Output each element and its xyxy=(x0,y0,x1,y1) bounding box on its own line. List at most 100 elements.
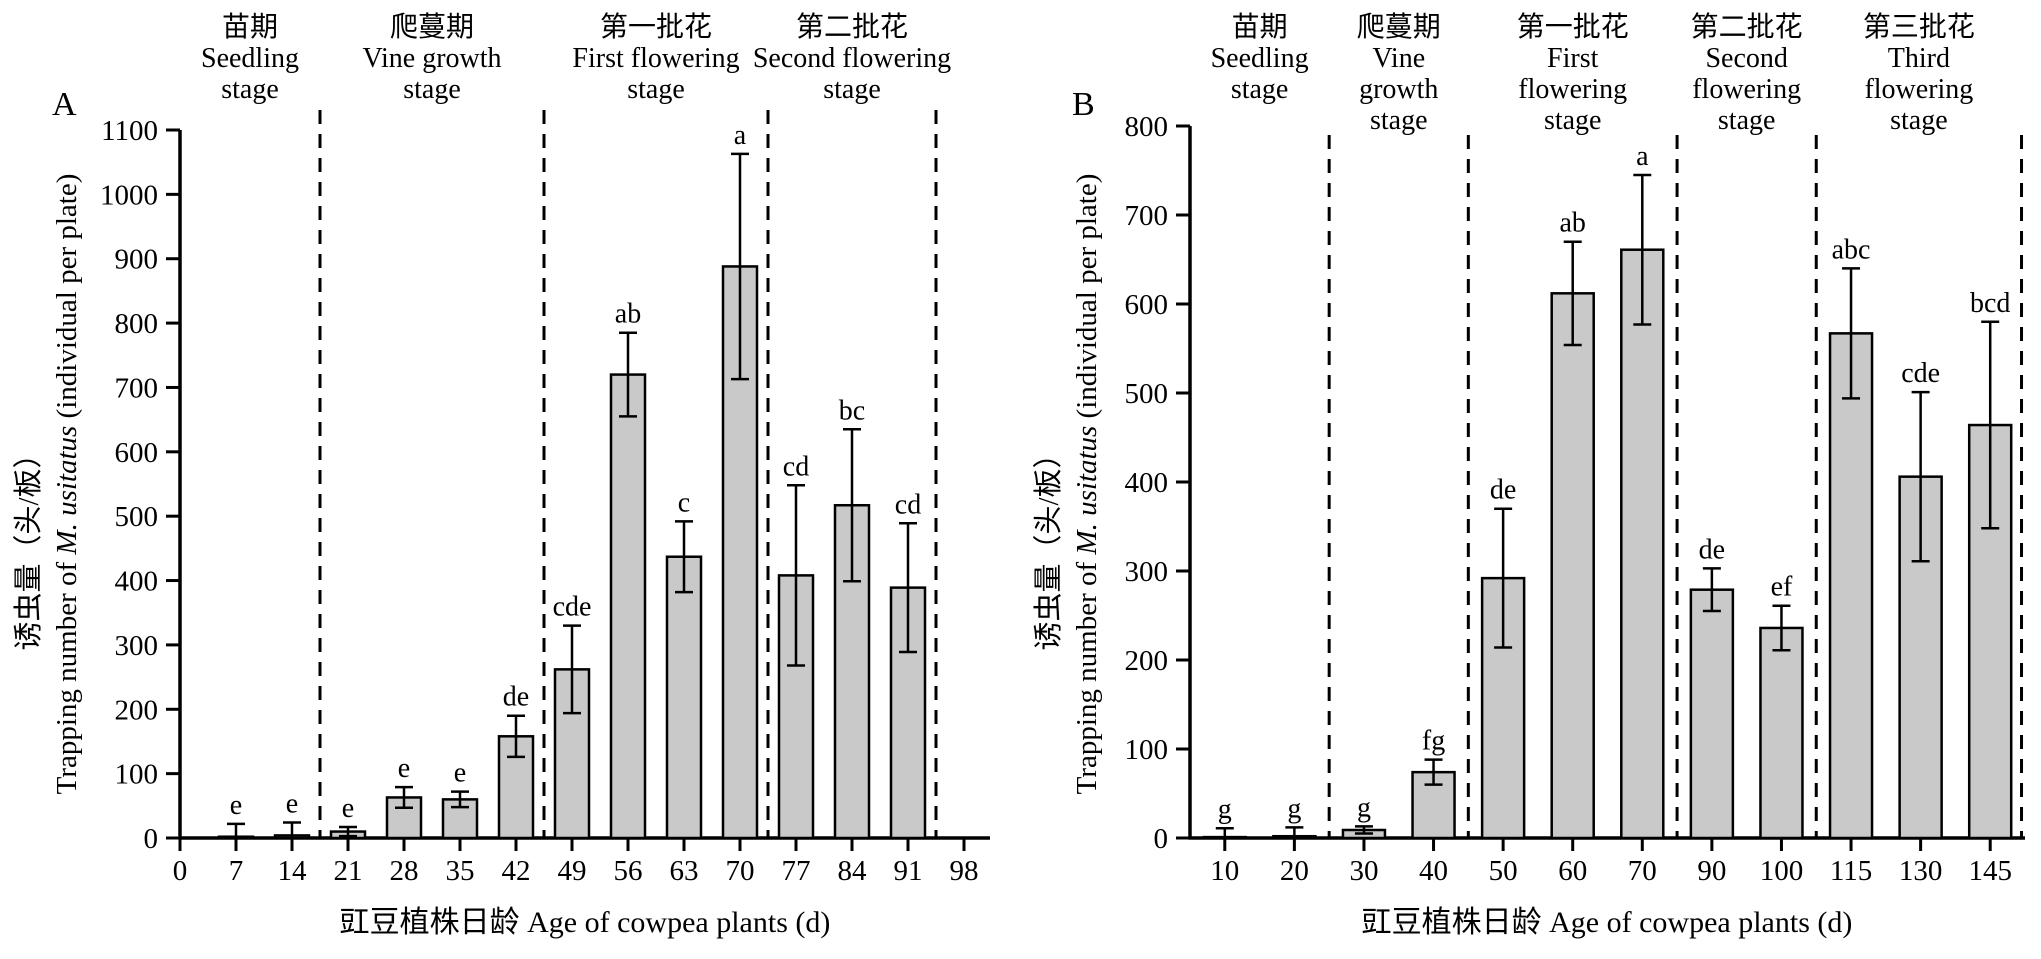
significance-letter: abc xyxy=(1832,234,1871,265)
stage-label-en-line: Second xyxy=(1705,43,1787,74)
significance-letter: cde xyxy=(1901,358,1940,389)
bar xyxy=(1411,770,1456,840)
x-tick-label: 50 xyxy=(1489,855,1518,887)
y-tick-label: 100 xyxy=(115,759,159,791)
y-tick-label: 500 xyxy=(115,501,159,533)
stage-label-cn: 第二批花 xyxy=(796,11,908,43)
significance-letter: c xyxy=(678,487,690,518)
y-tick-label: 400 xyxy=(1125,467,1169,499)
significance-letter: cde xyxy=(553,592,592,623)
significance-letter: bc xyxy=(839,395,865,426)
y-tick-label: 1100 xyxy=(101,115,158,147)
y-axis-title-cn: 诱虫量（头/板） xyxy=(1032,439,1065,650)
bar xyxy=(1550,292,1595,840)
significance-letter: e xyxy=(342,793,354,824)
x-tick-label: 145 xyxy=(1968,855,2012,887)
x-tick-label: 98 xyxy=(950,855,979,887)
y-tick-label: 700 xyxy=(115,372,159,404)
stage-label-en-line: Second flowering xyxy=(753,43,951,74)
significance-letter: ab xyxy=(1559,208,1585,239)
stage-label-cn: 第一批花 xyxy=(1517,11,1629,43)
significance-letter: g xyxy=(1218,794,1232,825)
x-axis-title: 豇豆植株日龄 Age of cowpea plants (d) xyxy=(1362,906,1853,939)
significance-letter: cd xyxy=(895,489,921,520)
x-axis-title: 豇豆植株日龄 Age of cowpea plants (d) xyxy=(340,906,831,939)
bar xyxy=(665,555,703,840)
stage-label-cn: 第二批花 xyxy=(1691,11,1803,43)
significance-letter: ef xyxy=(1771,572,1793,603)
chart-panel-B: 苗期Seedlingstage爬蔓期Vinegrowthstage第一批花Fir… xyxy=(1032,11,2025,939)
stage-label-cn: 爬蔓期 xyxy=(1357,11,1441,43)
y-axis-title-en: Trapping number of M. usitatus (individu… xyxy=(1071,174,1103,795)
x-tick-label: 115 xyxy=(1830,855,1872,887)
y-tick-label: 400 xyxy=(115,566,159,598)
bar xyxy=(1689,588,1735,840)
x-tick-label: 7 xyxy=(229,855,244,887)
stage-label-en-line: stage xyxy=(403,74,461,105)
significance-letter: e xyxy=(230,790,242,821)
y-tick-label: 300 xyxy=(1125,556,1169,588)
stage-label-en-line: stage xyxy=(1890,105,1948,136)
significance-letter: de xyxy=(503,682,529,713)
x-tick-label: 56 xyxy=(614,855,643,887)
y-tick-label: 700 xyxy=(1125,200,1169,232)
x-tick-label: 130 xyxy=(1899,855,1943,887)
stage-label-en-line: Vine growth xyxy=(362,43,501,74)
y-tick-label: 600 xyxy=(115,437,159,469)
stage-label-en-line: Seedling xyxy=(1211,43,1309,74)
stage-label-en-line: flowering xyxy=(1692,74,1801,105)
significance-letter: g xyxy=(1357,792,1371,823)
y-tick-label: 200 xyxy=(1125,645,1169,677)
stage-label-en-line: stage xyxy=(1370,105,1428,136)
x-tick-label: 40 xyxy=(1419,855,1448,887)
significance-letter: a xyxy=(734,120,747,151)
x-tick-label: 35 xyxy=(446,855,475,887)
x-tick-label: 20 xyxy=(1280,855,1309,887)
y-tick-label: 1000 xyxy=(100,179,158,211)
x-tick-label: 28 xyxy=(390,855,419,887)
significance-letter: fg xyxy=(1422,726,1445,757)
stage-label-en-line: stage xyxy=(1231,74,1289,105)
x-tick-label: 60 xyxy=(1558,855,1587,887)
bar xyxy=(1620,248,1665,840)
significance-letter: bcd xyxy=(1970,288,2010,319)
stage-label-cn: 爬蔓期 xyxy=(390,11,474,43)
stage-label-cn: 苗期 xyxy=(222,11,278,43)
x-tick-label: 63 xyxy=(670,855,699,887)
x-tick-label: 30 xyxy=(1349,855,1378,887)
y-axis-title-cn: 诱虫量（头/板） xyxy=(12,439,45,650)
panel-b-label: B xyxy=(1072,86,1095,123)
y-tick-label: 0 xyxy=(144,823,159,855)
x-tick-label: 90 xyxy=(1697,855,1726,887)
significance-letter: e xyxy=(286,789,298,820)
x-tick-label: 70 xyxy=(1628,855,1657,887)
stage-label-en-line: stage xyxy=(1718,105,1776,136)
x-tick-label: 91 xyxy=(894,855,923,887)
y-tick-label: 600 xyxy=(1125,289,1169,321)
x-tick-label: 100 xyxy=(1760,855,1804,887)
significance-letter: de xyxy=(1699,534,1725,565)
stage-label-cn: 第三批花 xyxy=(1863,11,1975,43)
stage-label-en-line: growth xyxy=(1359,74,1438,105)
y-tick-label: 0 xyxy=(1154,823,1169,855)
significance-letter: e xyxy=(398,753,410,784)
x-tick-label: 42 xyxy=(502,855,531,887)
stage-label-en-line: stage xyxy=(1544,105,1602,136)
x-tick-label: 77 xyxy=(782,855,811,887)
stage-label-cn: 苗期 xyxy=(1232,11,1288,43)
x-tick-label: 0 xyxy=(173,855,188,887)
x-tick-label: 14 xyxy=(278,855,308,887)
y-axis-title-en: Trapping number of M. usitatus (individu… xyxy=(51,174,83,795)
bar xyxy=(1828,332,1874,840)
significance-letter: a xyxy=(1636,141,1649,172)
y-tick-label: 900 xyxy=(115,244,159,276)
y-tick-label: 500 xyxy=(1125,378,1169,410)
